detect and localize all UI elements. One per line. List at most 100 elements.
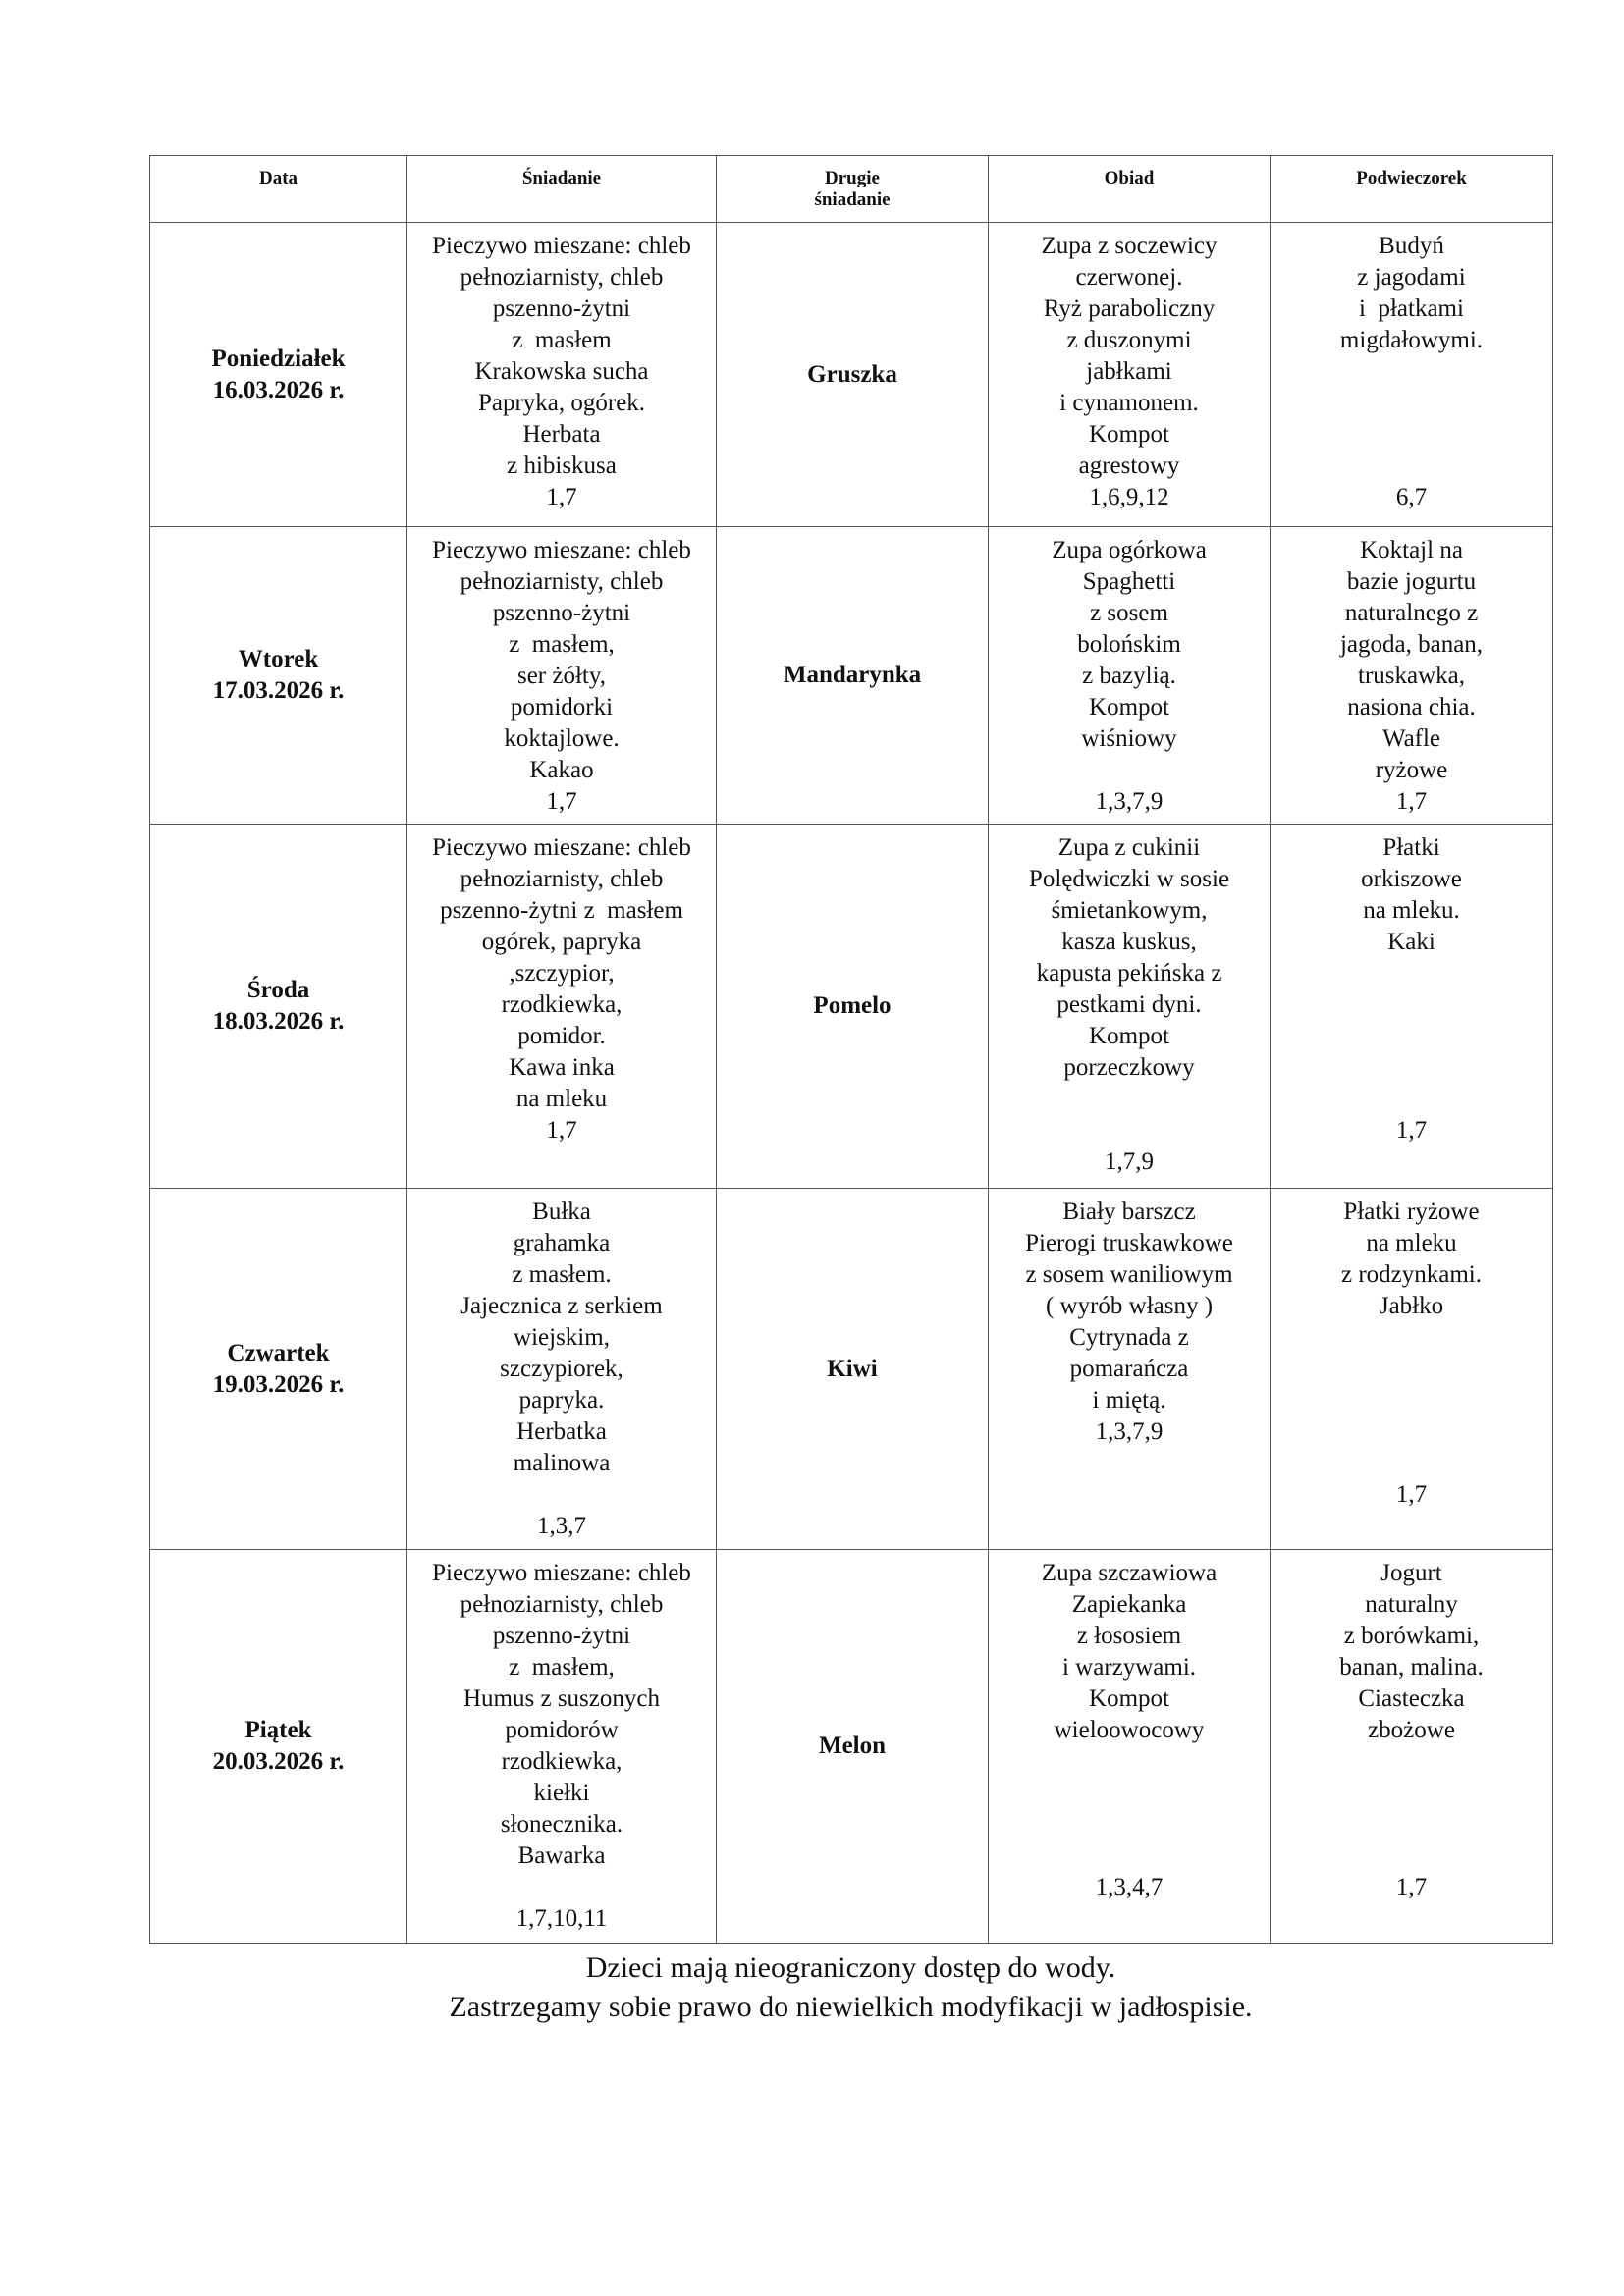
menu-line: Ciasteczka (1358, 1685, 1465, 1712)
menu-line (1271, 1809, 1552, 1841)
menu-line: Zupa szczawiowa (1041, 1560, 1218, 1586)
day-cell: Czwartek 19.03.2026 r. (149, 1188, 407, 1550)
menu-line: ogórek, papryka (481, 929, 642, 955)
menu-line: Kakao (529, 757, 594, 783)
menu-line: bazie jogurtu (1346, 568, 1477, 595)
menu-line: 1,7 (1395, 1117, 1428, 1144)
menu-line: Ryż paraboliczny (1043, 295, 1216, 322)
footer-note: Dzieci mają nieograniczony dostęp do wod… (149, 1949, 1552, 2027)
menu-line: słonecznika. (500, 1811, 623, 1838)
menu-line (1271, 1354, 1552, 1385)
menu-line: naturalnego z (1344, 600, 1479, 626)
menu-line: Jabłko (1379, 1293, 1444, 1319)
header-data: Data (149, 155, 407, 223)
menu-line: Zupa z soczewicy (1041, 233, 1218, 259)
menu-line: koktajlowe. (504, 725, 620, 752)
menu-line: wiejskim, (514, 1324, 610, 1351)
podwieczorek-cell: Budyń z jagodami i płatkami migdałowymi. 6,7 (1270, 222, 1553, 527)
table-row: Wtorek 17.03.2026 r. Pieczywo mieszane: ch… (149, 526, 1553, 825)
menu-line (1271, 1841, 1552, 1872)
menu-line (989, 755, 1270, 786)
day-date: 20.03.2026 r. (212, 1748, 345, 1775)
day-date: 19.03.2026 r. (212, 1370, 345, 1398)
table-row: Czwartek 19.03.2026 r. Bułka grahamka z masł… (149, 1188, 1553, 1550)
day-day: Piątek (244, 1717, 312, 1743)
menu-line: Płatki ryżowe (1343, 1199, 1480, 1225)
menu-line: pszenno-żytni (492, 1623, 631, 1649)
table-row: Piątek 20.03.2026 r. Pieczywo mieszane: ch… (149, 1549, 1553, 1944)
menu-line: pomidorki (510, 694, 614, 721)
menu-line: 1,7 (1395, 788, 1428, 815)
header-obiad: Obiad (988, 155, 1271, 223)
menu-line: pomidorów (505, 1717, 619, 1743)
menu-line: papryka. (518, 1387, 605, 1414)
menu-line: 1,7 (546, 484, 577, 510)
menu-line: porzeczkowy (1063, 1054, 1195, 1081)
sniadanie-cell: Pieczywo mieszane: chleb pełnoziarnisty, … (406, 824, 717, 1189)
menu-line: i cynamonem. (1059, 390, 1199, 416)
menu-line: Pieczywo mieszane: chleb (432, 834, 691, 861)
podwieczorek-cell: Koktajl na bazie jogurtu naturalnego z jago… (1270, 526, 1553, 825)
menu-line: ryżowe (1375, 757, 1448, 783)
obiad-cell: Zupa ogórkowa Spaghetti z sosem bolońskim z … (988, 526, 1271, 825)
menu-line: rzodkiewka, (501, 1748, 623, 1775)
menu-line: z hibiskusa (507, 453, 617, 479)
menu-line: szczypiorek, (500, 1356, 623, 1382)
menu-line: agrestowy (1078, 453, 1180, 479)
menu-line: Koktajl na (1360, 537, 1463, 563)
menu-line: Cytrynada z (1069, 1324, 1189, 1351)
menu-line: i miętą. (1092, 1387, 1166, 1414)
menu-line: pszenno-żytni (492, 600, 631, 626)
menu-line: 1,7 (1395, 1874, 1428, 1900)
menu-line: Jajecznica z serkiem (460, 1293, 663, 1319)
menu-line (1271, 1084, 1552, 1115)
menu-line: Bułka (532, 1199, 591, 1225)
menu-line (1271, 356, 1552, 388)
footer-line: Dzieci mają nieograniczony dostęp do wod… (585, 1951, 1116, 1984)
menu-line: bolońskim (1077, 631, 1181, 658)
menu-line: truskawka, (1358, 663, 1465, 689)
day-date: 17.03.2026 r. (212, 677, 345, 704)
menu-line: 6,7 (1395, 484, 1428, 510)
menu-line (1271, 1385, 1552, 1416)
menu-line: 1,3,7,9 (1095, 788, 1164, 815)
menu-line: naturalny (1365, 1591, 1458, 1618)
menu-line: jabłkami (1086, 358, 1172, 385)
menu-line: Bawarka (517, 1842, 606, 1869)
menu-line: 1,3,7 (537, 1513, 586, 1539)
menu-line: z masłem. (512, 1261, 612, 1288)
menu-line (1271, 419, 1552, 451)
menu-line: i warzywami. (1061, 1654, 1197, 1681)
sniadanie-cell: Pieczywo mieszane: chleb pełnoziarnisty, … (406, 1549, 717, 1944)
day-day: Czwartek (227, 1339, 330, 1366)
menu-line: z jagodami (1357, 264, 1466, 291)
obiad-cell: Biały barszcz Pierogi truskawkowe z sosem … (988, 1188, 1271, 1550)
drugie-sniadanie-cell: Melon (716, 1549, 989, 1944)
menu-line: i płatkami (1359, 295, 1464, 322)
menu-line: kasza kuskus, (1061, 929, 1197, 955)
menu-line: Zapiekanka (1071, 1591, 1187, 1618)
drugie-sniadanie-cell: Gruszka (716, 222, 989, 527)
day-cell: Poniedziałek 16.03.2026 r. (149, 222, 407, 527)
menu-line: ser żółty, (516, 663, 606, 689)
menu-line (989, 1809, 1270, 1841)
day-cell: Wtorek 17.03.2026 r. (149, 526, 407, 825)
menu-line: z rodzynkami. (1340, 1261, 1482, 1288)
menu-line: kapusta pekińska z (1036, 960, 1222, 987)
obiad-cell: Zupa z cukinii Polędwiczki w sosie śmietan… (988, 824, 1271, 1189)
menu-line (1271, 1021, 1552, 1052)
menu-line (1271, 958, 1552, 989)
menu-line: pomidor. (517, 1023, 606, 1049)
menu-line: 1,3,4,7 (1095, 1874, 1164, 1900)
sniadanie-cell: Pieczywo mieszane: chleb pełnoziarnisty, … (406, 526, 717, 825)
menu-line: rzodkiewka, (501, 991, 623, 1018)
menu-line (1271, 1448, 1552, 1479)
menu-line: Pieczywo mieszane: chleb (432, 537, 691, 563)
menu-line (1271, 989, 1552, 1021)
menu-line: zbożowe (1368, 1717, 1455, 1743)
menu-line (1271, 1778, 1552, 1809)
menu-line: Kompot (1089, 1023, 1169, 1049)
menu-line: banan, malina. (1339, 1654, 1484, 1681)
menu-line: Kompot (1089, 1685, 1169, 1712)
menu-line: nasiona chia. (1347, 694, 1476, 721)
